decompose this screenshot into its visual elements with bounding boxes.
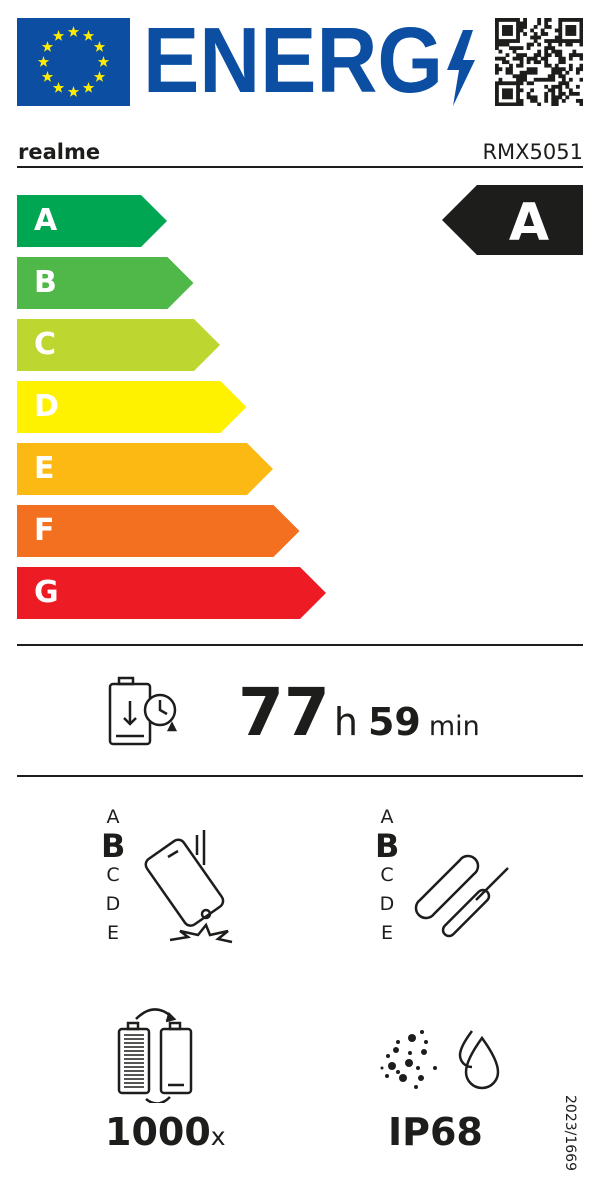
star-icon (67, 86, 80, 97)
scale-letter: C (380, 864, 394, 886)
star-icon (52, 82, 65, 93)
scale-letter: E (106, 922, 119, 944)
model-identifier: RMX5051 (482, 140, 583, 164)
svg-text:ENERG: ENERG (143, 18, 443, 108)
wrench-screwdriver-icon (414, 854, 509, 938)
divider (17, 775, 583, 777)
divider (17, 166, 583, 168)
star-icon (97, 56, 110, 67)
scale-letter: A (106, 806, 120, 828)
regulation-number: 2023/1669 (562, 1095, 578, 1171)
dust-water-icon (380, 1030, 500, 1090)
energy-class-letter: F (34, 513, 55, 548)
qr-code-icon (495, 18, 583, 106)
energy-class-bar-c: C (17, 319, 220, 371)
star-icon (93, 41, 106, 52)
energy-class-letter: G (34, 575, 59, 610)
energy-class-letter: B (34, 265, 57, 300)
battery-clock-icon (108, 676, 178, 746)
energy-class-bar-f: F (17, 505, 300, 557)
eu-flag-icon (17, 18, 130, 106)
energy-class-letter: E (34, 451, 55, 486)
scale-letter: D (379, 893, 395, 915)
energy-class-bar-e: E (17, 443, 273, 495)
phone-drop-icon (144, 830, 233, 944)
star-icon (67, 26, 80, 37)
energy-class-letter: C (34, 327, 57, 362)
battery-cycle-icon (117, 1008, 193, 1103)
divider (17, 644, 583, 646)
scale-letter: B (375, 827, 400, 865)
scale-letter: C (106, 864, 120, 886)
star-icon (52, 30, 65, 41)
scale-letter: A (380, 806, 394, 828)
energy-rating-arrow: A (442, 185, 583, 255)
supplier-name: realme (18, 140, 101, 164)
star-icon (82, 82, 95, 93)
energy-logo: ENERG (143, 18, 475, 108)
energy-class-bar-b: B (17, 257, 194, 309)
star-icon (41, 71, 54, 82)
energy-class-letter: A (34, 203, 58, 238)
svg-text:A: A (509, 193, 549, 253)
battery-endurance-value: 77 h 59 min (238, 674, 480, 751)
energy-class-bar-g: G (17, 567, 326, 619)
scale-letter: E (380, 922, 393, 944)
energy-class-bar-d: D (17, 381, 247, 433)
star-icon (93, 71, 106, 82)
scale-letter: B (101, 827, 126, 865)
ip-rating-value: IP68 (388, 1110, 483, 1154)
energy-class-letter: D (34, 389, 59, 424)
star-icon (37, 56, 50, 67)
scale-letter: D (105, 893, 121, 915)
battery-cycles-value: 1000x (105, 1110, 226, 1154)
lightning-icon (447, 30, 475, 106)
energy-class-bar-a: A (17, 195, 167, 247)
star-icon (82, 30, 95, 41)
star-icon (41, 41, 54, 52)
